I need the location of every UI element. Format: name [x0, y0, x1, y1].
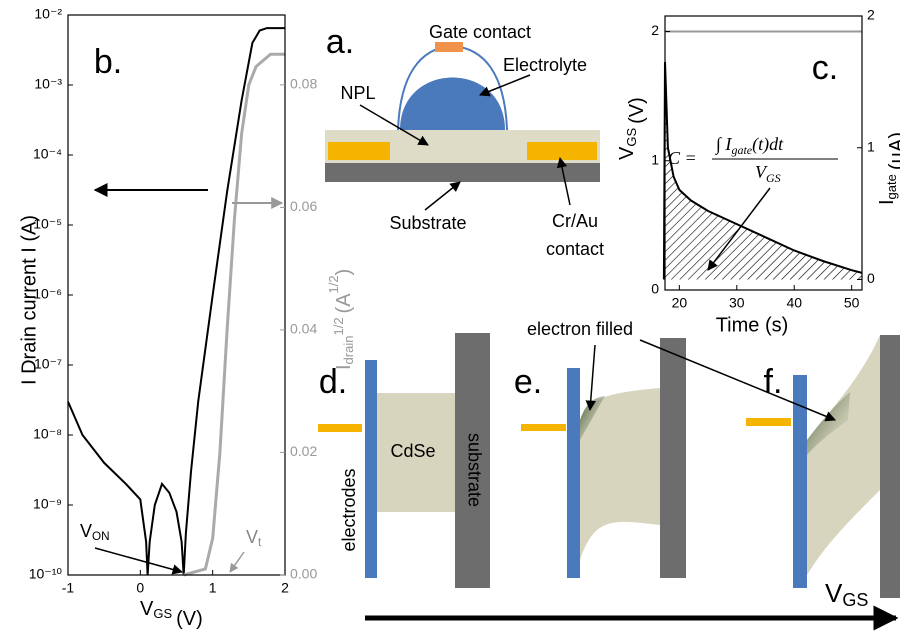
y-tick-label: 10⁻⁸: [33, 426, 62, 442]
panel-label: b.: [94, 43, 122, 81]
label: CdSe: [390, 441, 435, 461]
label: Cr/Au: [552, 211, 598, 231]
panel-label: a.: [326, 23, 354, 61]
label-part: ON: [92, 530, 110, 543]
contact-right: [527, 142, 597, 160]
y2-tick-label: 1: [867, 138, 875, 154]
y-axis-label: I Drain current I (A): [18, 215, 40, 385]
x-tick-label: 0: [136, 580, 144, 596]
axis-label: Idrain1/2(A1/2): [326, 269, 356, 370]
x-tick-label: 40: [786, 295, 802, 311]
y-tick-label: 10⁻¹⁰: [29, 566, 63, 582]
cdse-band: [807, 335, 880, 575]
label-part: GS: [153, 606, 172, 621]
panel-label: c.: [812, 49, 838, 87]
substrate-bar: [660, 338, 686, 578]
fermi-level: [318, 424, 362, 432]
label: electron filled: [527, 319, 633, 339]
y2-tick-label: 0.08: [290, 76, 317, 92]
label-part: GS: [624, 128, 639, 147]
substrate-layer: [325, 163, 600, 182]
label: substrate: [464, 433, 484, 507]
formula: C =: [668, 148, 697, 168]
label: Substrate: [389, 213, 466, 233]
y-tick-label: 0: [651, 281, 659, 297]
label: Gate contact: [429, 22, 531, 42]
x-tick-label: 20: [672, 295, 688, 311]
electrolyte-dome: [400, 78, 505, 131]
label: electrodes: [339, 468, 359, 551]
x-tick-label: -1: [62, 580, 75, 596]
arrow: [230, 552, 244, 572]
arrow: [480, 75, 530, 95]
y-tick-label: 10⁻³: [34, 76, 62, 92]
arrow: [95, 548, 182, 572]
y2-tick-label: 0: [867, 270, 875, 286]
y-tick-label: 2: [651, 22, 659, 38]
label-part: (A: [333, 293, 355, 314]
label: NPL: [340, 83, 375, 103]
y2-tick-label: 0.06: [290, 198, 317, 214]
axis-label: VGS: [825, 578, 868, 610]
axis-label: Vt: [246, 527, 262, 549]
x-tick-label: 50: [844, 295, 860, 311]
device-schematic: a. Gate contact Electrolyte NPL Substrat…: [325, 22, 604, 259]
y2-tick-label: 0.04: [290, 321, 317, 337]
formula-part: GS: [766, 171, 781, 185]
label: Electrolyte: [503, 55, 587, 75]
x-tick-label: 30: [729, 295, 745, 311]
y-tick-label: 1: [651, 151, 659, 167]
fermi-level: [521, 424, 566, 431]
figure: a. Gate contact Electrolyte NPL Substrat…: [0, 0, 900, 631]
electrode: [365, 360, 377, 578]
y2-tick-label: 0.02: [290, 443, 317, 459]
label-part: 1/2: [331, 317, 346, 335]
label-part: V: [616, 146, 638, 160]
x-axis-label: Time (s): [716, 314, 789, 336]
label-part: gate: [884, 174, 899, 199]
plot-frame: [68, 15, 285, 575]
label-part: (µA): [886, 132, 900, 170]
label-part: 1/2: [326, 275, 341, 293]
data-line: [68, 28, 285, 575]
arrow: [425, 182, 460, 210]
label-part: drain: [341, 336, 356, 365]
axis-label: VGS (V): [616, 97, 648, 160]
label-part: V: [246, 527, 258, 547]
label-part: (V): [626, 97, 648, 124]
formula: VGS: [755, 162, 781, 185]
formula-part: gate: [731, 143, 752, 157]
label-sub: GS: [842, 590, 868, 610]
x-tick-label: 2: [281, 580, 289, 596]
panel-label: e.: [514, 363, 542, 401]
formula-part: (t)dt: [752, 134, 784, 155]
label-part: V: [140, 598, 154, 620]
axis-label: Igate(µA): [876, 132, 900, 205]
gate-contact: [435, 42, 463, 52]
data-line: [184, 54, 285, 575]
label: contact: [546, 239, 604, 259]
electrode: [567, 368, 580, 578]
fermi-level: [746, 418, 791, 426]
y2-tick-label: 2: [867, 7, 875, 23]
x-tick-label: 1: [209, 580, 217, 596]
label-part: (V): [176, 608, 203, 630]
formula: ∫ Igate(t)dt: [715, 134, 784, 157]
axis-label: VON: [80, 521, 110, 543]
substrate-bar: [880, 335, 900, 598]
y2-tick-label: 0.00: [290, 566, 317, 582]
y-tick-label: 10⁻⁹: [33, 496, 62, 512]
band-diagrams: d. e. f. CdSe electrodes substrate elect…: [318, 319, 900, 618]
contact-left: [328, 142, 390, 160]
formula-part: ∫ I: [715, 134, 732, 155]
y-tick-label: 10⁻⁴: [33, 146, 62, 162]
label-part: ): [333, 269, 355, 276]
formula-part: C =: [668, 148, 697, 168]
axis-label: VGS (V): [140, 598, 203, 630]
label-part: V: [80, 521, 92, 541]
panel-label: f.: [764, 363, 783, 401]
label-part: t: [258, 536, 262, 549]
y-tick-label: 10⁻²: [34, 6, 62, 22]
label: V: [825, 578, 843, 608]
